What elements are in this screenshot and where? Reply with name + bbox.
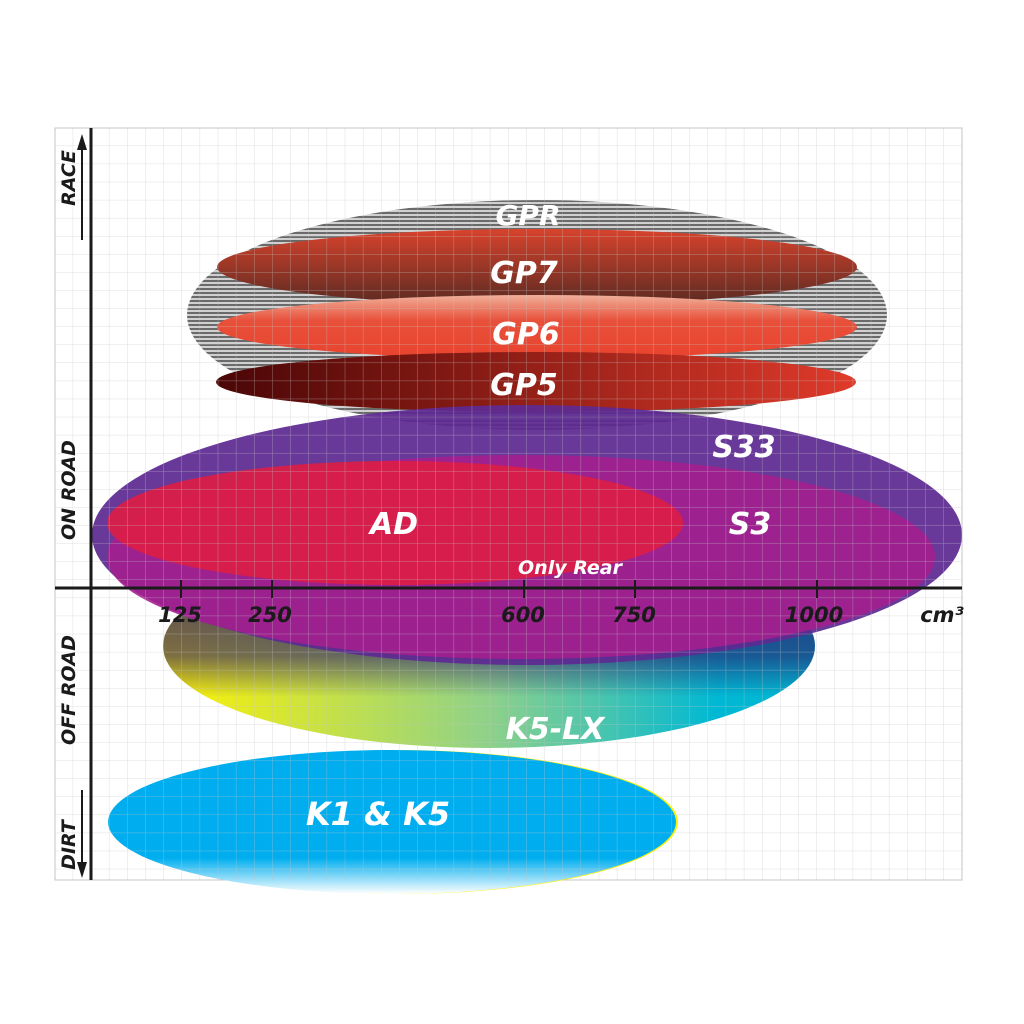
tick-125: 125: [158, 603, 202, 627]
label-only-rear: Only Rear: [518, 557, 624, 579]
label-on-road: ON ROAD: [58, 440, 80, 540]
label-k5lx: K5-LX: [506, 712, 607, 747]
label-off-road: OFF ROAD: [58, 635, 80, 745]
label-gpr: GPR: [495, 199, 560, 232]
grid-lines: [55, 128, 962, 880]
down-arrow-icon: [77, 862, 87, 878]
x-unit: cm³: [920, 603, 964, 627]
tick-1000: 1000: [785, 603, 843, 627]
x-ticks: [180, 580, 818, 598]
up-arrow-icon: [77, 134, 87, 150]
label-s3: S3: [729, 507, 771, 542]
label-gp7: GP7: [490, 256, 558, 291]
tick-250: 250: [248, 603, 292, 627]
label-ad: AD: [368, 507, 418, 542]
label-dirt: DIRT: [58, 818, 80, 870]
label-gp5: GP5: [490, 368, 558, 403]
tick-750: 750: [612, 603, 656, 627]
label-s33: S33: [712, 430, 775, 465]
label-race: RACE: [58, 150, 80, 206]
label-k1k5: K1 & K5: [306, 795, 450, 833]
label-gp6: GP6: [492, 317, 560, 352]
tick-600: 600: [501, 603, 545, 627]
